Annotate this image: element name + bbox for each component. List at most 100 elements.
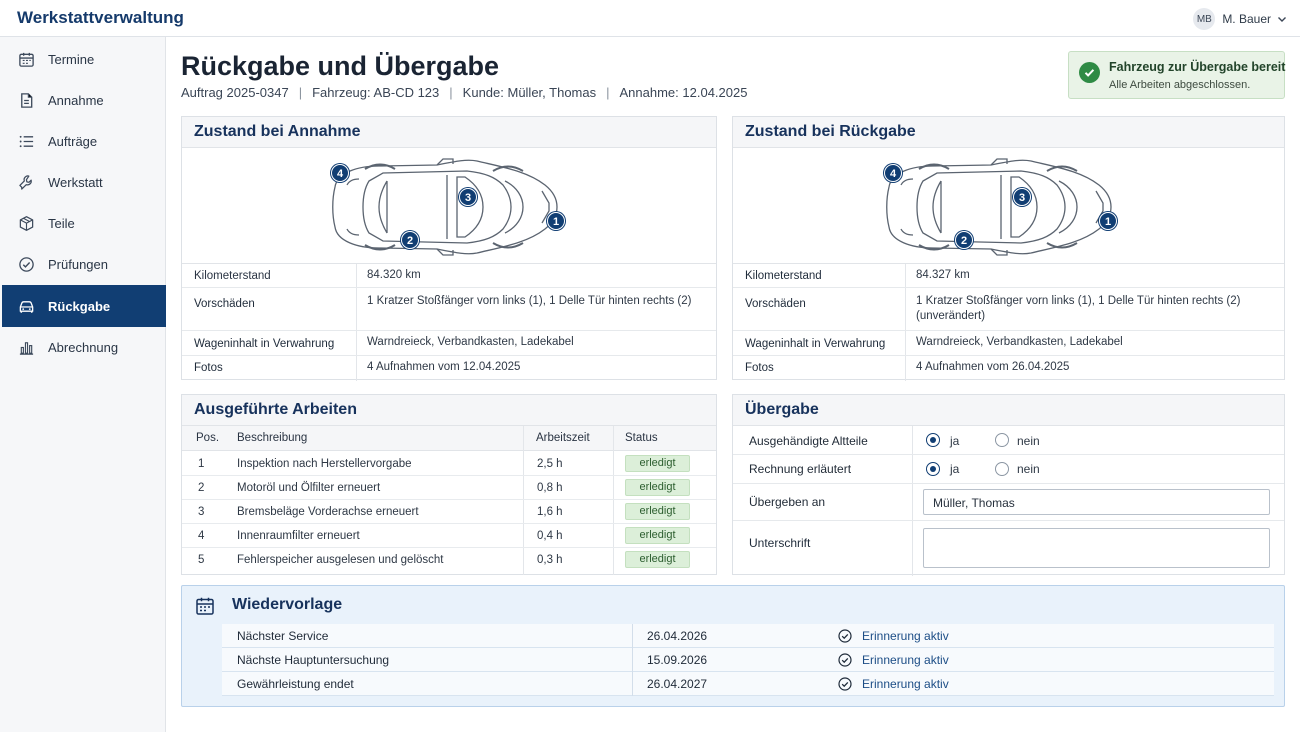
sidebar-item-label: Rückgabe xyxy=(48,298,111,314)
follow-up-row[interactable]: Nächster Service 26.04.2026 Erinnerung a… xyxy=(222,624,1274,648)
user-menu[interactable]: MB M. Bauer xyxy=(1193,8,1287,30)
damage-marker[interactable]: 2 xyxy=(401,231,419,249)
sidebar-item-annahme[interactable]: Annahme xyxy=(2,80,166,121)
handover-card: Übergabe Ausgehändigte Altteile ja nein … xyxy=(732,394,1285,576)
status-badge: erledigt xyxy=(625,551,690,568)
table-row[interactable]: 1 Inspektion nach Herstellervorgabe 2,5 … xyxy=(182,452,716,476)
altteile-yes-radio[interactable] xyxy=(926,433,940,447)
sidebar-item-werkstatt[interactable]: Werkstatt xyxy=(2,162,166,203)
table-row[interactable]: 3 Bremsbeläge Vorderachse erneuert 1,6 h… xyxy=(182,500,716,524)
kv-label: Wageninhalt in Verwahrung xyxy=(194,338,335,350)
kv-row: Fotos 4 Aufnahmen vom 12.04.2025 xyxy=(182,356,716,380)
sidebar-item-label: Aufträge xyxy=(48,134,98,149)
card-title: Zustand bei Rückgabe xyxy=(733,117,1284,148)
ready-alert: Fahrzeug zur Übergabe bereit Alle Arbeit… xyxy=(1068,51,1285,99)
signature-field[interactable] xyxy=(923,528,1270,568)
table-header: Pos. Beschreibung Arbeitszeit Status xyxy=(182,426,716,451)
check-circle-icon xyxy=(838,629,852,643)
column-header: Pos. xyxy=(196,432,220,444)
damage-marker[interactable]: 1 xyxy=(1099,212,1117,230)
sidebar-item-pruefungen[interactable]: Prüfungen xyxy=(2,244,166,285)
user-name: M. Bauer xyxy=(1222,12,1271,26)
reminder-status: Erinnerung aktiv xyxy=(862,677,949,691)
column-header: Status xyxy=(625,432,658,444)
status-badge: erledigt xyxy=(625,455,690,472)
order-meta: Auftrag 2025-0347 | Fahrzeug: AB-CD 123 | … xyxy=(181,85,747,100)
card-title: Zustand bei Annahme xyxy=(182,117,716,148)
order-number: Auftrag 2025-0347 xyxy=(181,85,289,100)
alert-text: Alle Arbeiten abgeschlossen. xyxy=(1109,79,1251,91)
altteile-label: Ausgehändigte Altteile xyxy=(749,434,868,448)
rueckgabe-card: Zustand bei Rückgabe 1 2 3 4 xyxy=(732,116,1285,381)
sidebar-item-teile[interactable]: Teile xyxy=(2,203,166,244)
car-icon xyxy=(19,300,34,313)
column-divider xyxy=(905,264,906,381)
check-circle-icon xyxy=(838,677,852,691)
sidebar-item-auftraege[interactable]: Aufträge xyxy=(2,121,166,162)
row-pos: 1 xyxy=(198,458,205,470)
sidebar-item-termine[interactable]: Termine xyxy=(2,39,166,80)
car-outline-icon xyxy=(886,158,1112,256)
status-badge: erledigt xyxy=(625,479,690,496)
calendar-icon xyxy=(19,52,34,67)
box-icon xyxy=(19,216,34,231)
damage-marker[interactable]: 1 xyxy=(547,212,565,230)
row-time: 0,8 h xyxy=(537,482,563,494)
kv-label: Vorschäden xyxy=(194,298,255,310)
damage-marker[interactable]: 3 xyxy=(1013,188,1031,206)
damage-marker[interactable]: 3 xyxy=(459,188,477,206)
column-divider xyxy=(912,426,913,576)
column-divider xyxy=(356,264,357,381)
row-time: 0,3 h xyxy=(537,554,563,566)
sidebar-item-abrechnung[interactable]: Abrechnung xyxy=(2,327,166,368)
row-pos: 5 xyxy=(198,554,205,566)
row-description: Fehlerspeicher ausgelesen und gelöscht xyxy=(237,554,444,566)
kv-row: Kilometerstand 84.327 km xyxy=(733,264,1284,288)
meta-divider: | xyxy=(606,85,610,100)
sidebar-item-label: Annahme xyxy=(48,93,104,108)
rechnung-yes-radio[interactable] xyxy=(926,462,940,476)
kv-label: Fotos xyxy=(194,362,223,374)
rechnung-label: Rechnung erläutert xyxy=(749,462,852,476)
vehicle-diagram: 1 2 3 4 xyxy=(182,148,716,264)
rechnung-no-radio[interactable] xyxy=(995,462,1009,476)
alert-title: Fahrzeug zur Übergabe bereit xyxy=(1109,60,1286,74)
kv-value: 1 Kratzer Stoßfänger vorn links (1), 1 D… xyxy=(367,295,692,307)
table-row[interactable]: 4 Innenraumfilter erneuert 0,4 h erledig… xyxy=(182,524,716,548)
list-icon xyxy=(19,135,34,148)
vehicle-plate: Fahrzeug: AB-CD 123 xyxy=(312,85,440,100)
page-title: Rückgabe und Übergabe xyxy=(181,51,500,81)
sidebar-item-label: Abrechnung xyxy=(48,340,119,355)
follow-up-title: Wiedervorlage xyxy=(232,596,343,613)
unterschrift-row: Unterschrift xyxy=(733,521,1284,575)
check-circle-icon xyxy=(838,653,852,667)
table-row[interactable]: 5 Fehlerspeicher ausgelesen und gelöscht… xyxy=(182,548,716,572)
kv-value: 84.327 km xyxy=(916,269,970,281)
radio-label: ja xyxy=(950,462,960,476)
chevron-down-icon xyxy=(1278,17,1286,22)
work-table-card: Ausgeführte Arbeiten Pos. Beschreibung A… xyxy=(181,394,717,575)
row-pos: 2 xyxy=(198,482,205,494)
follow-up-panel: Wiedervorlage Nächster Service 26.04.202… xyxy=(181,585,1285,707)
damage-marker[interactable]: 4 xyxy=(884,164,902,182)
row-time: 2,5 h xyxy=(537,458,563,470)
row-description: Motoröl und Ölfilter erneuert xyxy=(237,482,381,494)
uebergeben-input[interactable]: Müller, Thomas xyxy=(923,489,1270,515)
kv-row: Vorschäden 1 Kratzer Stoßfänger vorn lin… xyxy=(182,288,716,331)
follow-up-row[interactable]: Gewährleistung endet 26.04.2027 Erinneru… xyxy=(222,672,1274,696)
damage-marker[interactable]: 4 xyxy=(331,164,349,182)
follow-up-row[interactable]: Nächste Hauptuntersuchung 15.09.2026 Eri… xyxy=(222,648,1274,672)
kv-label: Fotos xyxy=(745,362,774,374)
table-row[interactable]: 2 Motoröl und Ölfilter erneuert 0,8 h er… xyxy=(182,476,716,500)
damage-marker[interactable]: 2 xyxy=(955,231,973,249)
sidebar-item-rueckgabe[interactable]: Rückgabe xyxy=(2,285,166,327)
follow-up-label: Nächste Hauptuntersuchung xyxy=(237,653,390,667)
kv-label: Kilometerstand xyxy=(745,270,822,282)
app-title: Werkstattverwaltung xyxy=(17,8,184,27)
altteile-no-radio[interactable] xyxy=(995,433,1009,447)
unterschrift-label: Unterschrift xyxy=(749,536,811,550)
kv-value: 4 Aufnahmen vom 12.04.2025 xyxy=(367,361,521,373)
wrench-icon xyxy=(19,175,32,190)
meta-divider: | xyxy=(449,85,453,100)
radio-label: nein xyxy=(1017,434,1040,448)
